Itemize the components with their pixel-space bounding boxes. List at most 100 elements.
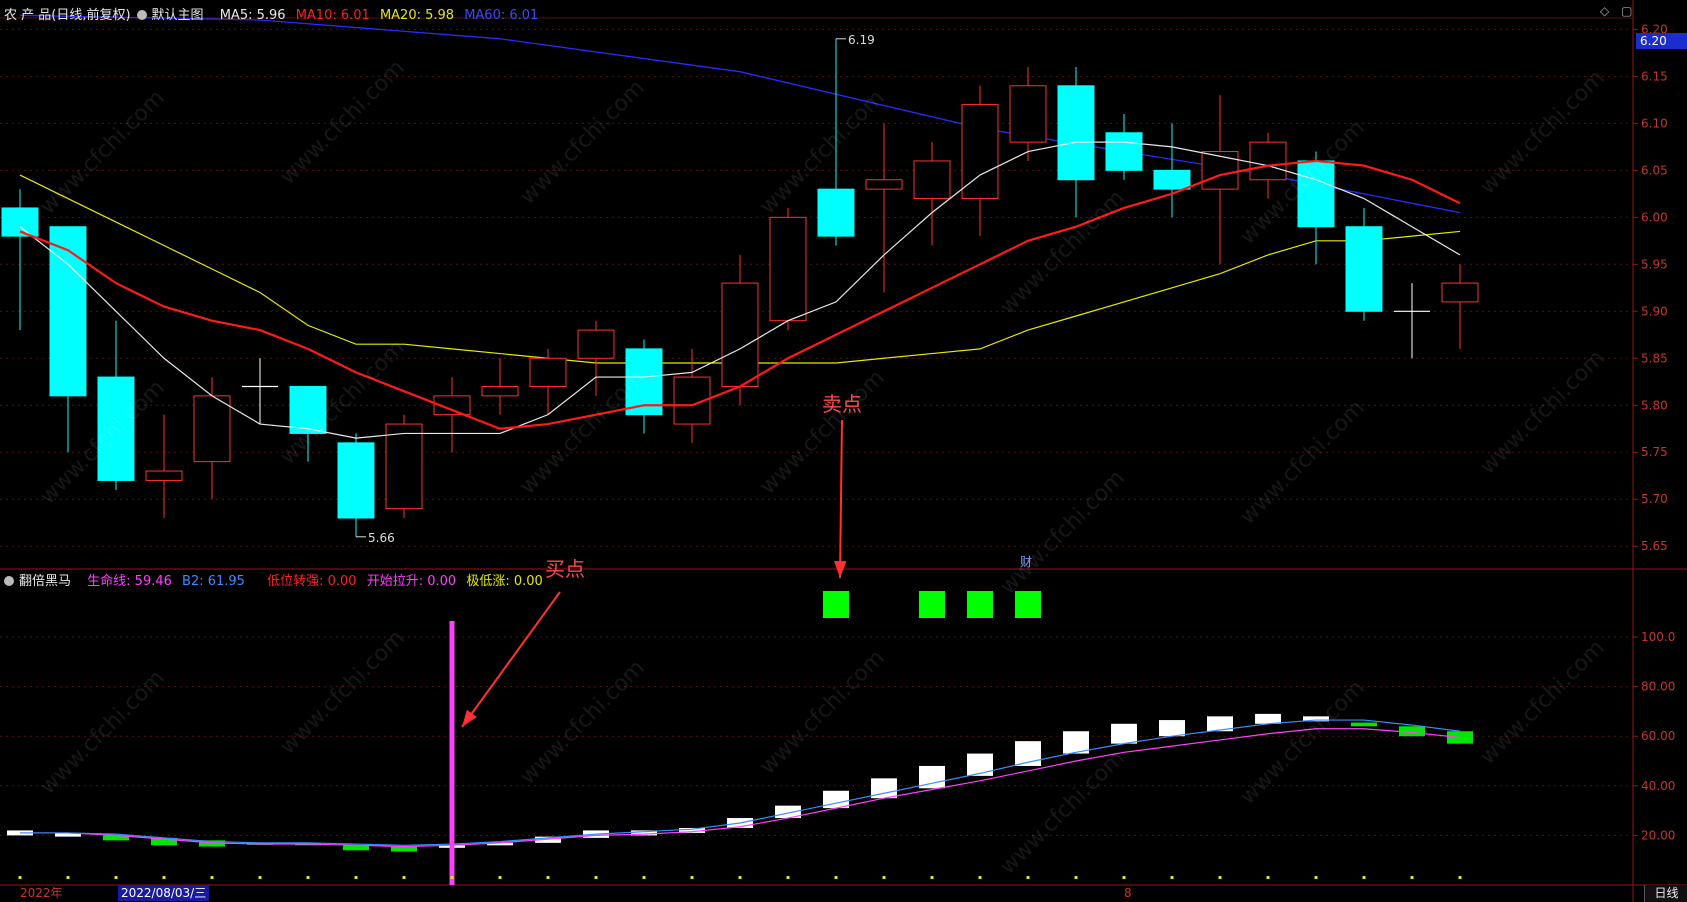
candlestick — [961, 85, 999, 237]
indicator-bar — [1159, 720, 1185, 737]
candlestick — [49, 226, 87, 453]
bottom-dot — [834, 876, 838, 879]
extreme-low-value: 极低涨: 0.00 — [466, 574, 543, 589]
candle-body — [769, 216, 807, 322]
candle-body — [1249, 141, 1287, 181]
bottom-dot — [882, 876, 886, 879]
candle-body — [337, 442, 375, 519]
period-tab-daily[interactable]: 日线 — [1644, 885, 1687, 902]
bottom-dot — [690, 876, 694, 879]
b2-line — [20, 719, 1461, 846]
arrow-head — [462, 709, 477, 727]
bottom-dot — [594, 876, 598, 879]
candle-body — [721, 282, 759, 387]
candle-body — [529, 357, 567, 387]
bottom-dot — [1410, 876, 1414, 879]
candle-body — [865, 179, 903, 190]
life-line — [20, 728, 1461, 848]
bottom-dot — [258, 876, 262, 879]
price-tick-label: 5.75 — [1641, 445, 1668, 459]
sell-signal-square — [919, 591, 945, 618]
bottom-dot — [642, 876, 646, 879]
bottom-dot — [498, 876, 502, 879]
price-tick-label: 6.05 — [1641, 163, 1668, 177]
candle-body — [97, 376, 135, 481]
candlestick — [385, 414, 423, 519]
bottom-dot — [1458, 876, 1462, 879]
bottom-dot — [18, 876, 22, 879]
candlestick — [817, 38, 855, 246]
buy-arrow — [461, 591, 561, 728]
b2-value: B2: 61.95 — [182, 574, 245, 589]
indicator-bar — [1207, 716, 1233, 732]
ma10-value: MA10: 6.01 — [295, 8, 370, 23]
candle-body — [1057, 85, 1095, 181]
bottom-dot — [66, 876, 70, 879]
arrow-head — [834, 561, 847, 578]
bottom-dot — [786, 876, 790, 879]
bottom-dot — [306, 876, 310, 879]
bottom-dot — [162, 876, 166, 879]
candle-body — [625, 348, 663, 416]
low-price-label: 5.66 — [368, 531, 395, 545]
buy-signal-bar — [449, 621, 455, 885]
indicator-tick-label: 60.00 — [1641, 729, 1675, 743]
candle-body — [289, 385, 327, 434]
dropdown-icon — [136, 10, 147, 20]
indicator-bar — [871, 778, 897, 799]
box-icon[interactable]: ▢ — [1621, 4, 1633, 18]
candle-body — [961, 104, 999, 200]
indicator-bar — [631, 830, 657, 836]
candle-body — [49, 226, 87, 397]
bottom-dot — [114, 876, 118, 879]
candlestick — [97, 320, 135, 490]
ma5-line — [19, 141, 1461, 439]
candle-body — [1297, 160, 1335, 228]
indicator-bar — [343, 845, 369, 851]
candlestick — [625, 339, 663, 434]
date-cursor-label: 2022/08/03/三 — [118, 885, 210, 901]
ma10-line — [19, 159, 1461, 430]
indicator-bar — [1399, 726, 1425, 737]
indicator-bar — [199, 840, 225, 847]
sell-annotation: 卖点 — [822, 392, 862, 416]
buy-annotation: 买点 — [545, 557, 585, 581]
candlestick — [529, 348, 567, 415]
window-controls: ◇ ▢ — [1600, 4, 1632, 18]
indicator-bar — [391, 846, 417, 852]
bottom-dot — [1074, 876, 1078, 879]
bottom-dot — [1314, 876, 1318, 879]
price-tick-label: 6.20 — [1641, 22, 1668, 36]
low-turn-value: 低位转强: 0.00 — [267, 574, 357, 589]
indicator-bar — [823, 790, 849, 809]
candle-body — [817, 188, 855, 237]
candlestick — [577, 320, 615, 396]
candlestick — [337, 433, 375, 537]
template-button[interactable]: 默认主图 — [136, 8, 210, 23]
bottom-dot — [354, 876, 358, 879]
candle-body — [193, 395, 231, 463]
candlestick — [1009, 66, 1047, 161]
candlestick — [865, 123, 903, 293]
candle-body — [385, 423, 423, 510]
candlestick — [1297, 151, 1335, 265]
indicator-bar — [1111, 723, 1137, 744]
ma60-value: MA60: 6.01 — [464, 8, 539, 23]
bottom-dot — [1122, 876, 1126, 879]
indicator-bar — [151, 837, 177, 846]
indicator-name-button[interactable]: 翻倍黑马 — [4, 574, 77, 589]
candlestick — [289, 385, 327, 462]
dropdown-icon — [4, 576, 14, 586]
ma60-line — [19, 14, 1461, 214]
bottom-dot — [1026, 876, 1030, 879]
bottom-dot — [546, 876, 550, 879]
year-label: 2022年 — [20, 886, 63, 900]
indicator-bar — [967, 753, 993, 776]
candle-body — [433, 395, 471, 416]
month-label: 8 — [1124, 886, 1132, 900]
bottom-dot — [978, 876, 982, 879]
indicator-bar — [1351, 722, 1377, 727]
candlestick — [242, 358, 278, 425]
diamond-icon[interactable]: ◇ — [1600, 4, 1610, 18]
